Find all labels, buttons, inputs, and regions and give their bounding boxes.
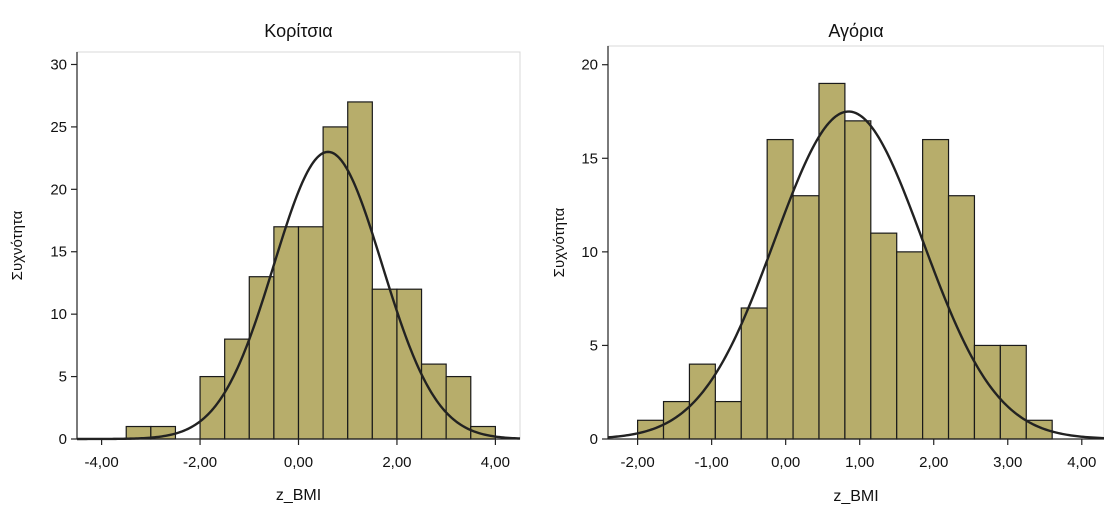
histogram-bar [662, 400, 691, 440]
histogram-bar [688, 363, 716, 440]
histogram-bar [322, 126, 349, 440]
y-tick-label: 5 [59, 369, 67, 386]
x-axis-label: z_BMI [276, 487, 321, 504]
y-tick-label: 15 [50, 244, 67, 261]
x-tick-label: 2,00 [382, 454, 411, 471]
histogram-bar [999, 344, 1027, 440]
chart-title: Κορίτσια [264, 21, 332, 41]
x-tick-label: 0,00 [771, 454, 800, 471]
x-tick-label: 2,00 [919, 454, 948, 471]
x-tick-label: 1,00 [845, 454, 874, 471]
histogram-bar [297, 226, 324, 440]
histogram-bar [766, 138, 794, 440]
x-tick-label: -1,00 [695, 454, 729, 471]
x-tick-label: 0,00 [284, 454, 313, 471]
x-tick-label: 4,00 [1067, 454, 1096, 471]
y-tick-label: 25 [50, 119, 67, 136]
y-tick-label: 20 [581, 57, 598, 74]
y-tick-label: 30 [50, 56, 67, 73]
x-axis-label: z_BMI [833, 488, 878, 505]
y-tick-label: 20 [50, 181, 67, 198]
histogram-bar [199, 375, 226, 440]
normal-curve [607, 110, 1104, 440]
histogram-bar [818, 82, 846, 440]
histogram-bar [973, 344, 1001, 440]
histogram-bar [844, 120, 872, 440]
x-tick-label: -4,00 [85, 454, 119, 471]
y-tick-label: 0 [590, 431, 598, 448]
histogram-bar [922, 138, 950, 440]
histogram-bar [896, 251, 924, 440]
x-tick-label: 3,00 [993, 454, 1022, 471]
y-axis-label: Συχνότητα [9, 210, 26, 280]
normal-curve [77, 150, 521, 441]
histogram-bar [371, 288, 398, 440]
y-tick-label: 10 [581, 244, 598, 261]
y-tick-label: 5 [590, 337, 598, 354]
y-tick-label: 10 [50, 306, 67, 323]
histogram-bar [347, 101, 373, 440]
chart-boys: 0 5 10 15 20 -2,00 -1,00 0,00 1,00 2,00 3,00 4,00 Αγ… [551, 21, 1104, 505]
histogram-bar [740, 307, 768, 440]
x-tick-label: -2,00 [183, 454, 217, 471]
histogram-bar [273, 226, 300, 440]
x-tick-label: -2,00 [621, 454, 655, 471]
y-tick-label: 0 [59, 431, 67, 448]
histogram-bar [420, 363, 447, 440]
histogram-bar [792, 195, 820, 440]
y-axis-label: Συχνότητα [551, 207, 568, 277]
histogram-bar [224, 338, 250, 440]
chart-title: Αγόρια [828, 21, 883, 41]
chart-girls: 0 5 10 15 20 25 30 -4,00 -2,00 0,00 2,00 4,00 Κορίτσ… [9, 21, 521, 504]
x-tick-label: 4,00 [481, 454, 510, 471]
histogram-bar [714, 400, 742, 440]
histogram-bar [870, 232, 898, 440]
y-tick-label: 15 [581, 150, 598, 167]
